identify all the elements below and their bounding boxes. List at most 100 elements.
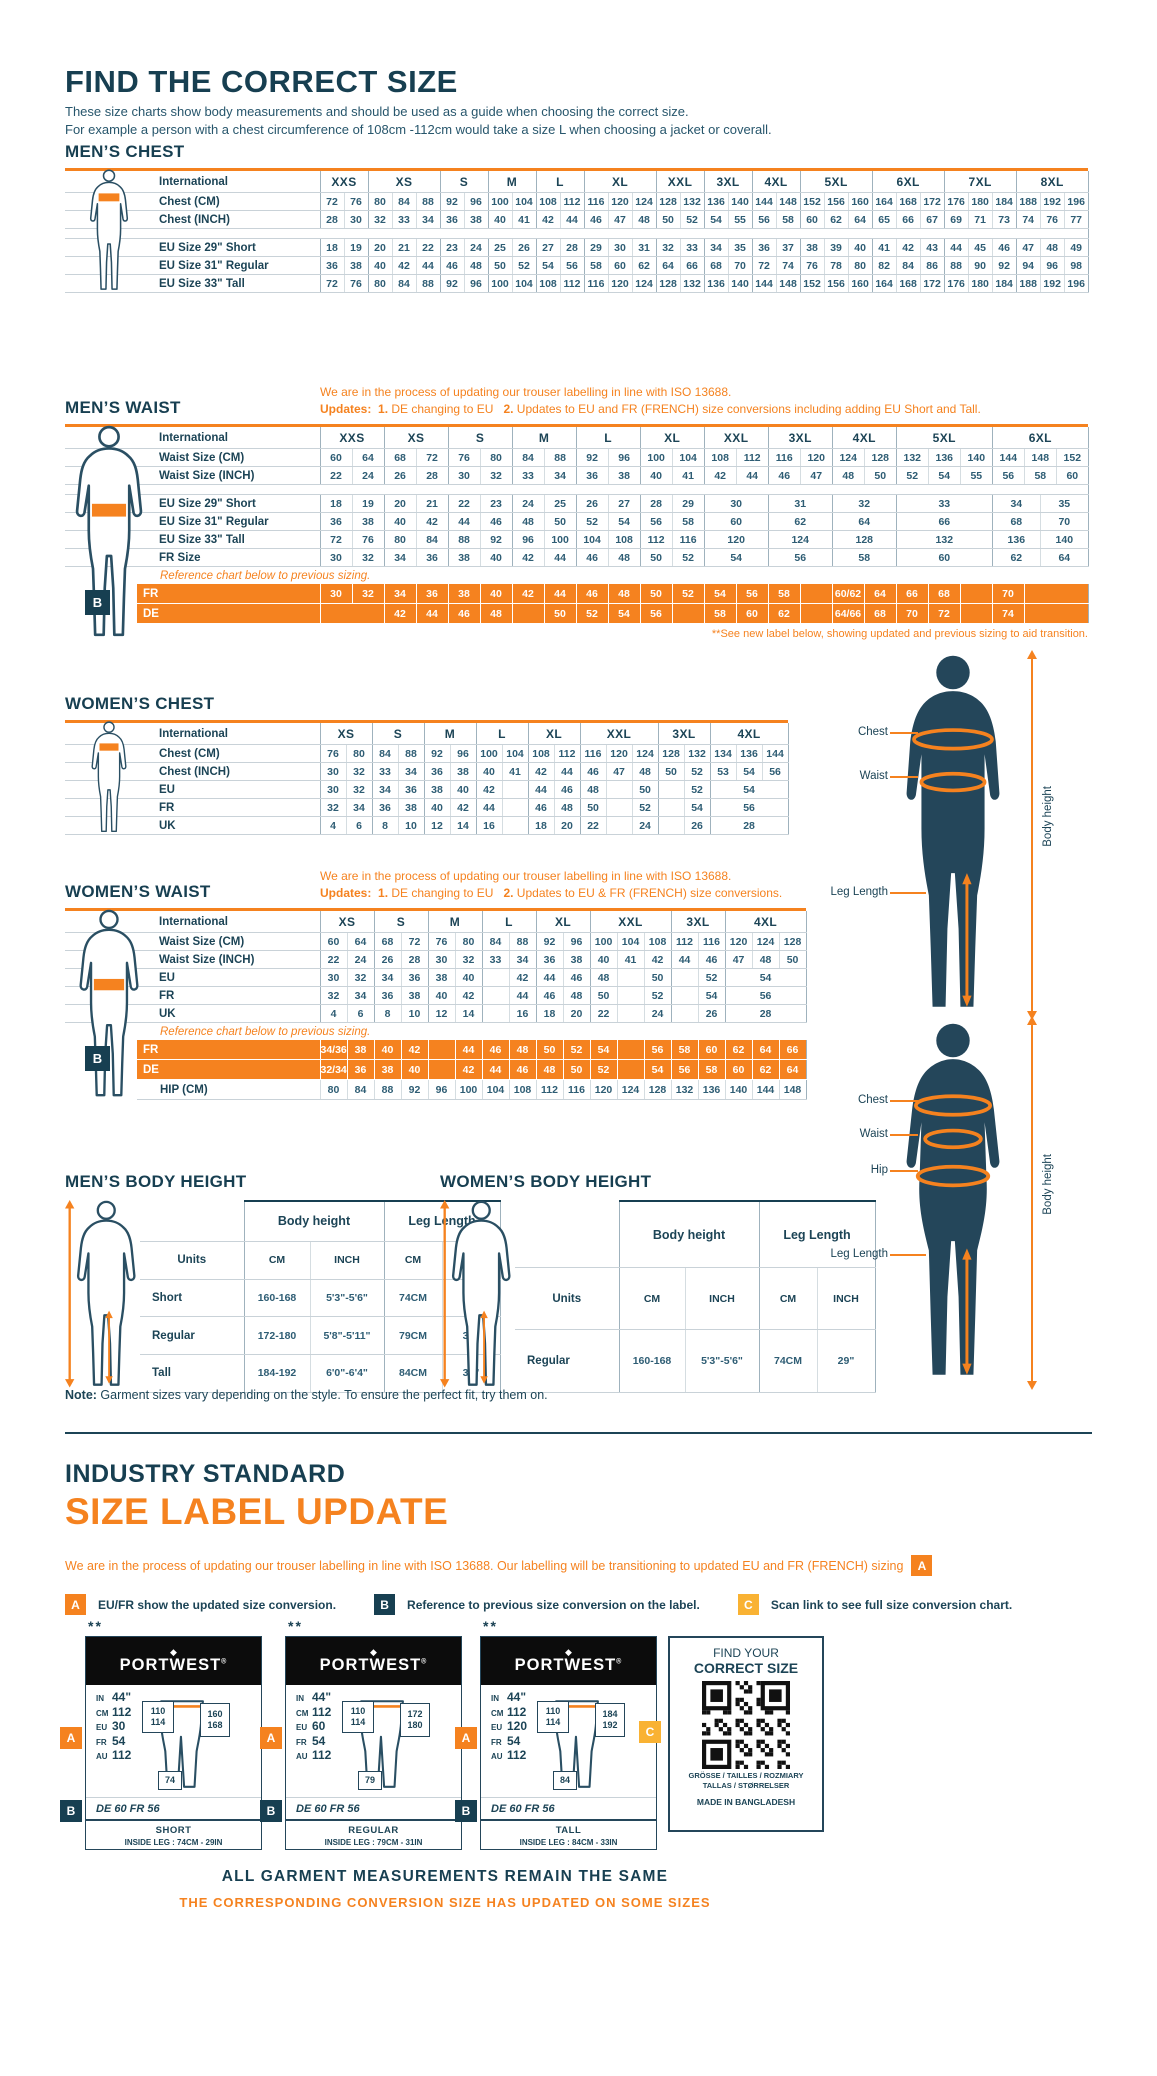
- size-cell: 100: [487, 192, 512, 211]
- size-cell: 77: [1063, 210, 1089, 229]
- size-cell: 76: [343, 192, 368, 211]
- size-cell: 84: [371, 744, 398, 763]
- size-cell: 38: [373, 1059, 401, 1080]
- size-cell: 36: [415, 548, 449, 567]
- size-cell: 22: [319, 950, 347, 969]
- size-cell: 176: [943, 274, 969, 293]
- size-cell: 46: [579, 762, 607, 781]
- label-size-line: EU 30: [96, 1719, 126, 1733]
- size-cell: 38: [562, 950, 591, 969]
- size-cell: [501, 780, 529, 799]
- size-cell: 68: [703, 256, 729, 275]
- size-group-header: L: [575, 427, 641, 449]
- size-cell: 46: [575, 548, 609, 567]
- size-cell: 136: [697, 1079, 725, 1100]
- size-cell: 67: [919, 210, 945, 229]
- size-cell: [799, 584, 832, 604]
- size-cell: 28: [709, 816, 789, 835]
- size-cell: 136: [735, 744, 763, 763]
- size-cell: 62: [767, 512, 833, 531]
- size-cell: 42: [527, 762, 555, 781]
- size-cell: 30: [319, 968, 347, 987]
- size-cell: 120: [607, 274, 633, 293]
- size-cell: 128: [831, 530, 897, 549]
- page-title: FIND THE CORRECT SIZE: [65, 64, 458, 99]
- size-cell: 24: [346, 950, 374, 969]
- label-size-line: FR 54: [96, 1733, 126, 1748]
- size-cell: 64: [346, 932, 374, 951]
- size-cell: 18: [527, 816, 555, 835]
- reference-note: Reference chart below to previous sizing…: [160, 569, 371, 582]
- size-cell: 50: [579, 798, 607, 817]
- size-cell: 42: [454, 1059, 482, 1080]
- unit-col-header: INCH: [684, 1267, 759, 1331]
- size-cell: 44: [670, 950, 699, 969]
- size-cell: [671, 603, 704, 624]
- size-cell: 32: [345, 780, 372, 799]
- size-cell: 184: [991, 192, 1017, 211]
- size-cell: 50: [863, 466, 897, 485]
- size-cell: 80: [367, 192, 392, 211]
- qr-code-icon: [702, 1681, 790, 1769]
- size-cell: 80: [345, 744, 372, 763]
- size-cell: 54: [709, 780, 789, 799]
- unit-col-header: CM: [618, 1267, 685, 1331]
- size-cell: 34: [543, 466, 577, 485]
- size-cell: 92: [991, 256, 1017, 275]
- size-cell: 42: [643, 950, 672, 969]
- size-cell: 47: [799, 466, 833, 485]
- size-cell: 120: [605, 744, 633, 763]
- size-cell: 30: [607, 238, 633, 257]
- measure-cell: 84CM: [383, 1354, 442, 1393]
- size-header-row: International XXS XS S M L XL XXL 3XL 4XL 5XL 6XL: [65, 427, 1089, 449]
- badge-b-icon: B: [455, 1800, 477, 1822]
- size-cell: 48: [579, 780, 607, 799]
- label-size-line: AU 112: [491, 1748, 527, 1762]
- body-height-span: Body height: [243, 1199, 384, 1242]
- size-cell: 56: [761, 762, 789, 781]
- size-cell: 47: [1015, 238, 1041, 257]
- size-cell: 74: [991, 603, 1024, 624]
- size-cell: 88: [415, 192, 440, 211]
- size-cell: 120: [724, 932, 753, 951]
- size-cell: 45: [967, 238, 993, 257]
- size-cell: [511, 603, 544, 624]
- measure-cell: 5'3"-5'6": [309, 1279, 384, 1318]
- size-cell: 104: [671, 448, 705, 467]
- size-cell: 140: [727, 274, 753, 293]
- size-cell: 50: [543, 603, 576, 624]
- size-cell: 100: [639, 448, 673, 467]
- womens-body-height-heading: WOMEN’S BODY HEIGHT: [440, 1172, 652, 1191]
- size-cell: 42: [535, 210, 560, 229]
- size-cell: 48: [751, 950, 780, 969]
- size-cell: 60: [724, 1059, 752, 1080]
- made-in-text: MADE IN BANGLADESH: [696, 1797, 796, 1807]
- size-cell: 70: [727, 256, 753, 275]
- size-cell: 52: [683, 762, 711, 781]
- size-cell: 80: [367, 274, 392, 293]
- size-cell: 48: [589, 968, 618, 987]
- ref-row-label: FR: [137, 584, 320, 604]
- size-cell: 144: [751, 274, 777, 293]
- size-cell: 88: [415, 274, 440, 293]
- size-group-header: L: [475, 723, 529, 745]
- diamond-icon: ◆: [565, 1646, 572, 1657]
- size-cell: [657, 816, 685, 835]
- size-cell: 72: [319, 274, 344, 293]
- size-cell: 76: [343, 274, 368, 293]
- size-cell: 100: [475, 744, 502, 763]
- size-cell: 76: [351, 530, 385, 549]
- size-cell: 40: [449, 780, 476, 799]
- size-cell: 56: [639, 603, 672, 624]
- size-group-header: XS: [319, 723, 372, 745]
- size-cell: 72: [319, 192, 344, 211]
- leg-measure-box: 74: [158, 1771, 182, 1790]
- row-label: FR Size: [153, 548, 320, 567]
- size-cell: 148: [775, 274, 801, 293]
- size-cell: 34: [371, 780, 398, 799]
- size-cell: 8: [373, 1004, 401, 1023]
- size-cell: [657, 780, 685, 799]
- size-cell: 48: [631, 762, 659, 781]
- size-cell: 26: [373, 950, 401, 969]
- footer-lines: ALL GARMENT MEASUREMENTS REMAIN THE SAME…: [65, 1868, 825, 1910]
